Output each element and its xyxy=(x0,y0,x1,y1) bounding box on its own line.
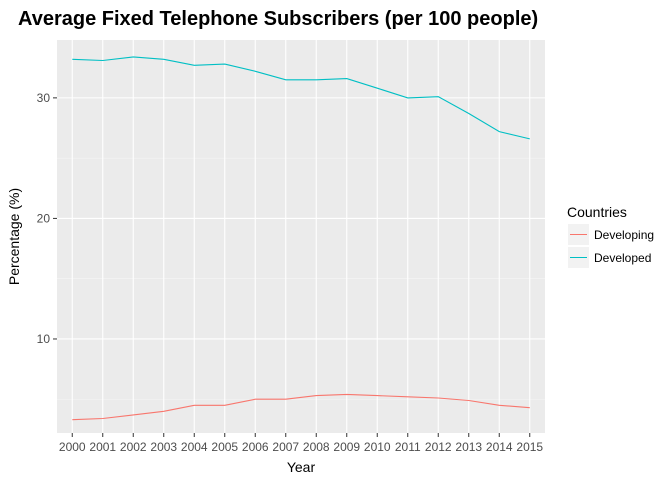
x-tick-label: 2013 xyxy=(455,440,482,454)
y-tick-label: 20 xyxy=(37,211,51,225)
x-tick-label: 2000 xyxy=(59,440,86,454)
y-axis-title: Percentage (%) xyxy=(6,188,22,285)
x-tick-label: 2003 xyxy=(150,440,177,454)
series-line-developing xyxy=(72,393,530,421)
series-line-developed xyxy=(72,56,530,140)
y-tick-label: 30 xyxy=(37,91,51,105)
x-tick-label: 2010 xyxy=(364,440,391,454)
x-tick-label: 2011 xyxy=(395,440,421,454)
legend-label-developing: Developing xyxy=(594,228,654,242)
x-tick-label: 2002 xyxy=(120,440,147,454)
x-tick-label: 2015 xyxy=(516,440,543,454)
plot-panel xyxy=(57,40,545,433)
x-tick-label: 2005 xyxy=(211,440,238,454)
y-tick-label: 10 xyxy=(37,332,51,346)
chart-title: Average Fixed Telephone Subscribers (per… xyxy=(18,8,539,30)
x-tick-label: 2009 xyxy=(333,440,360,454)
x-tick-label: 2008 xyxy=(303,440,330,454)
legend-title: Countries xyxy=(567,204,627,220)
x-axis-title: Year xyxy=(287,459,316,475)
x-tick-label: 2006 xyxy=(242,440,269,454)
x-tick-label: 2014 xyxy=(486,440,513,454)
x-tick-label: 2004 xyxy=(181,440,208,454)
x-tick-label: 2012 xyxy=(425,440,452,454)
x-tick-label: 2007 xyxy=(272,440,299,454)
legend-label-developed: Developed xyxy=(594,251,651,265)
x-tick-label: 2001 xyxy=(89,440,116,454)
